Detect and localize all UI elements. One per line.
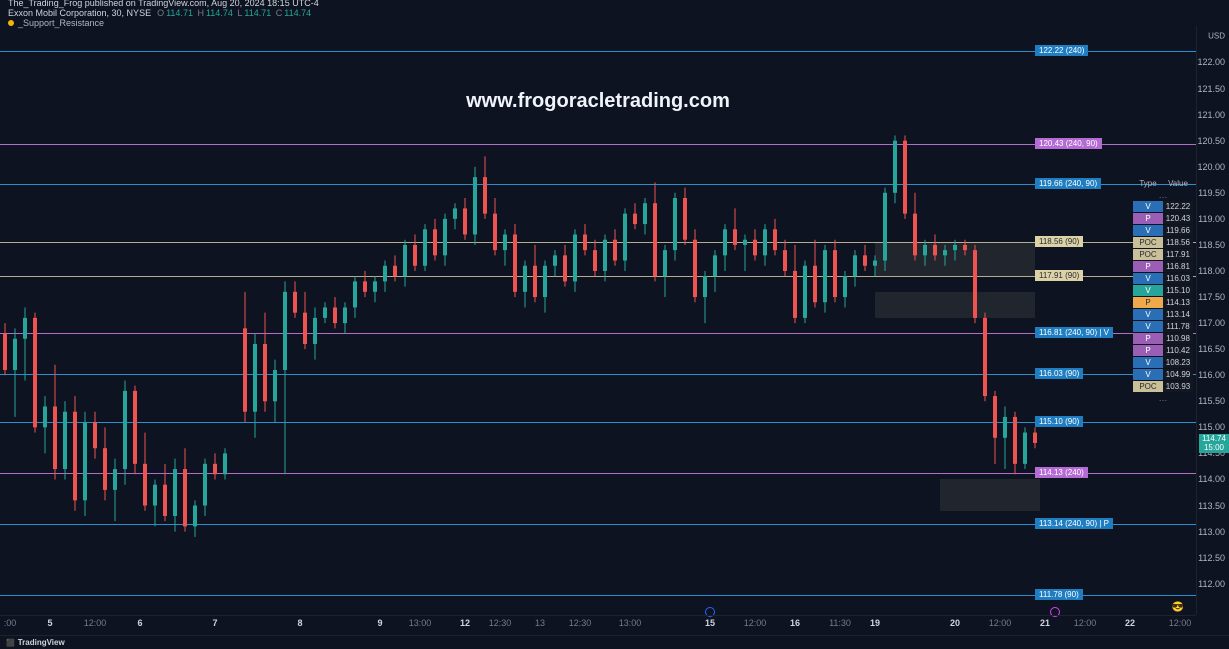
y-tick: 119.50 bbox=[1198, 188, 1225, 198]
sr-table-row: V113.14 bbox=[1133, 309, 1193, 320]
x-tick: 12 bbox=[460, 618, 470, 628]
y-tick: 118.50 bbox=[1198, 240, 1225, 250]
x-tick: 13:00 bbox=[619, 618, 642, 628]
y-tick: 122.00 bbox=[1197, 57, 1225, 67]
ticker-line: Exxon Mobil Corporation, 30, NYSE O114.7… bbox=[8, 8, 1221, 18]
sr-table-row: P110.42 bbox=[1133, 345, 1193, 356]
sr-table-row: P114.13 bbox=[1133, 297, 1193, 308]
publish-info: The_Trading_Frog published on TradingVie… bbox=[8, 0, 1221, 8]
x-tick: 6 bbox=[137, 618, 142, 628]
x-tick: 16 bbox=[790, 618, 800, 628]
x-tick: 19 bbox=[870, 618, 880, 628]
x-tick: 8 bbox=[297, 618, 302, 628]
time-axis[interactable]: :00 5 12:00 6 7 8 9 13:00 12 12:30 13 12:30 13:00 15 1… bbox=[0, 615, 1196, 637]
x-tick: 15 bbox=[705, 618, 715, 628]
sr-table-more: … bbox=[1133, 392, 1193, 403]
sr-table-row: V115.10 bbox=[1133, 285, 1193, 296]
sr-table-row: V116.03 bbox=[1133, 273, 1193, 284]
y-tick: 116.50 bbox=[1198, 344, 1225, 354]
footer: TradingView bbox=[0, 635, 1229, 649]
x-tick: 21 bbox=[1040, 618, 1050, 628]
sunglass-icon: 😎 bbox=[1172, 602, 1184, 613]
sr-table-row: POC118.56 bbox=[1133, 237, 1193, 248]
y-tick: 119.00 bbox=[1198, 214, 1225, 224]
y-tick: 116.00 bbox=[1198, 370, 1225, 380]
sr-table-more: … bbox=[1133, 189, 1193, 200]
y-tick: 117.00 bbox=[1198, 318, 1225, 328]
y-tick: 115.00 bbox=[1198, 422, 1225, 432]
y-tick: 121.50 bbox=[1197, 84, 1225, 94]
sr-table-head-value: Value bbox=[1163, 178, 1193, 189]
ohlc: O114.71 H114.74 L114.71 C114.74 bbox=[157, 8, 313, 18]
x-tick: 12:00 bbox=[744, 618, 767, 628]
x-tick: 12:30 bbox=[569, 618, 592, 628]
sr-table-row: V104.99 bbox=[1133, 369, 1193, 380]
x-tick: 13 bbox=[535, 618, 545, 628]
sr-table-row: V111.78 bbox=[1133, 321, 1193, 332]
y-tick: 120.50 bbox=[1197, 136, 1225, 146]
sr-table-row: P110.98 bbox=[1133, 333, 1193, 344]
y-unit: USD bbox=[1208, 32, 1225, 41]
y-tick: 112.50 bbox=[1198, 553, 1225, 563]
y-tick: 112.00 bbox=[1198, 579, 1225, 589]
candlestick-series bbox=[0, 26, 1196, 615]
sr-table-row: V108.23 bbox=[1133, 357, 1193, 368]
x-tick: 12:00 bbox=[84, 618, 107, 628]
x-tick: 7 bbox=[212, 618, 217, 628]
sr-table-row: POC117.91 bbox=[1133, 249, 1193, 260]
x-tick: 13:00 bbox=[409, 618, 432, 628]
y-tick: 113.00 bbox=[1198, 527, 1225, 537]
y-tick: 113.50 bbox=[1198, 501, 1225, 511]
x-tick: 11:30 bbox=[829, 618, 851, 628]
x-tick: 22 bbox=[1125, 618, 1135, 628]
sr-table-row: P120.43 bbox=[1133, 213, 1193, 224]
symbol: Exxon Mobil Corporation, 30, NYSE bbox=[8, 8, 151, 18]
y-tick: 117.50 bbox=[1198, 292, 1225, 302]
sr-table-row: P116.81 bbox=[1133, 261, 1193, 272]
x-tick: 12:00 bbox=[1074, 618, 1097, 628]
tradingview-logo: TradingView bbox=[6, 638, 65, 647]
y-tick: 118.00 bbox=[1198, 266, 1225, 276]
y-tick: 120.00 bbox=[1197, 162, 1225, 172]
y-tick: 121.00 bbox=[1197, 110, 1225, 120]
last-price-badge: 114.7415:00 bbox=[1199, 434, 1229, 454]
sr-table-row: V119.66 bbox=[1133, 225, 1193, 236]
sr-table-row: POC103.93 bbox=[1133, 381, 1193, 392]
y-tick: 115.50 bbox=[1198, 396, 1225, 406]
watermark-text: www.frogoracletrading.com bbox=[466, 90, 730, 113]
x-tick: 20 bbox=[950, 618, 960, 628]
x-tick: 12:00 bbox=[1169, 618, 1192, 628]
x-tick: 12:30 bbox=[489, 618, 512, 628]
price-axis[interactable]: USD 122.00 121.50 121.00 120.50 120.00 119.50… bbox=[1196, 26, 1229, 615]
y-tick: 114.00 bbox=[1198, 474, 1225, 484]
x-tick: :00 bbox=[4, 618, 17, 628]
x-tick: 5 bbox=[47, 618, 52, 628]
x-tick: 9 bbox=[377, 618, 382, 628]
sr-table-head-type: Type bbox=[1133, 178, 1163, 189]
chart-area[interactable]: 122.22 (240)120.43 (240, 90)119.66 (240,… bbox=[0, 26, 1196, 615]
sr-table: Type Value … V122.22P120.43V119.66POC118… bbox=[1133, 178, 1193, 403]
x-tick: 12:00 bbox=[989, 618, 1012, 628]
sr-table-row: V122.22 bbox=[1133, 201, 1193, 212]
